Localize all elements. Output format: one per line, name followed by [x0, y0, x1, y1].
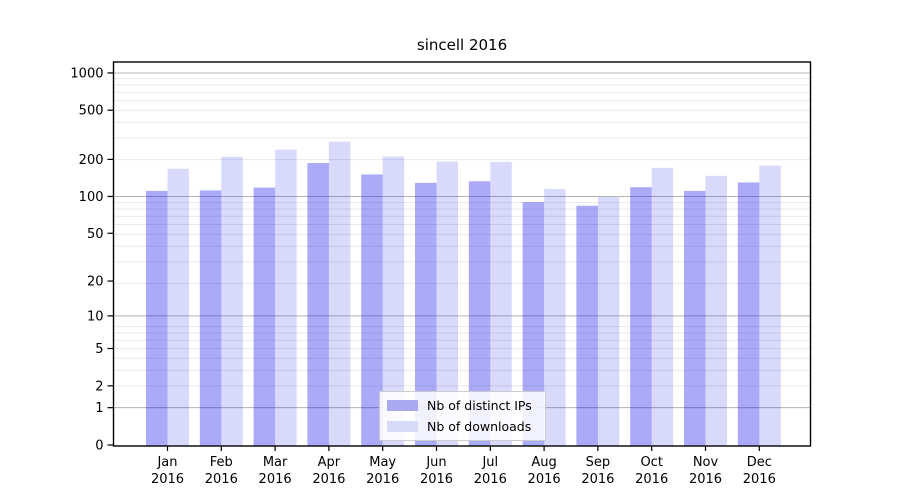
minor-gridlines [113, 78, 811, 409]
y-tick-label-1000: 1000 [70, 66, 103, 81]
bar-jun-downloads [436, 161, 458, 447]
bar-nov-distinct-ips [684, 190, 706, 446]
bar-apr-distinct-ips [307, 163, 329, 446]
bar-may-distinct-ips [361, 174, 383, 446]
bar-dec-distinct-ips [737, 182, 760, 446]
y-tick-label-20: 20 [87, 275, 104, 290]
bar-aug-distinct-ips [522, 202, 545, 446]
x-tick-label-mar: Mar 2016 [259, 455, 292, 487]
y-tick-label-0: 0 [95, 439, 103, 454]
bar-apr-downloads [328, 141, 351, 447]
x-tick-label-sep: Sep 2016 [581, 455, 614, 487]
bar-sep-distinct-ips [576, 205, 598, 446]
legend-swatch-downloads [387, 421, 418, 432]
y-tick-label-200: 200 [79, 153, 104, 168]
legend-label-distinct-ips: Nb of distinct IPs [427, 398, 532, 413]
y-tick-label-500: 500 [79, 104, 104, 119]
y-tick-label-1: 1 [95, 401, 103, 416]
plot-border [112, 61, 812, 447]
series-distinct-ips [146, 163, 760, 446]
x-tick-label-oct: Oct 2016 [635, 455, 668, 487]
bar-may-downloads [382, 156, 405, 446]
y-tick-label-5: 5 [95, 342, 103, 357]
bar-jan-distinct-ips [146, 190, 168, 446]
x-tick-label-nov: Nov 2016 [689, 455, 722, 487]
series-downloads [167, 141, 781, 447]
bar-jul-distinct-ips [468, 181, 491, 446]
bar-jun-distinct-ips [415, 182, 437, 446]
bar-sep-downloads [597, 197, 620, 446]
bar-jan-downloads [167, 168, 189, 446]
legend-label-downloads: Nb of downloads [427, 419, 532, 434]
bar-nov-downloads [705, 175, 727, 446]
bar-mar-distinct-ips [253, 187, 276, 446]
x-tick-label-jul: Jul 2016 [474, 455, 507, 487]
bar-aug-downloads [544, 189, 566, 446]
y-tick-label-100: 100 [79, 190, 104, 205]
bar-oct-distinct-ips [630, 187, 652, 446]
x-tick-label-apr: Apr 2016 [312, 455, 345, 487]
y-axis: 0 1 2 5 10 20 50 100 200 500 1000 [70, 66, 114, 454]
x-tick-label-jan: Jan 2016 [151, 455, 184, 487]
bar-dec-downloads [759, 165, 781, 446]
bar-feb-downloads [221, 156, 243, 446]
bar-feb-distinct-ips [199, 190, 222, 446]
y-tick-label-2: 2 [95, 379, 103, 394]
bar-oct-downloads [651, 167, 674, 446]
chart-title: sincell 2016 [416, 36, 508, 54]
x-tick-label-aug: Aug 2016 [528, 455, 561, 487]
legend-swatch-distinct-ips [387, 400, 418, 411]
y-tick-label-50: 50 [87, 227, 104, 242]
x-tick-label-feb: Feb 2016 [205, 455, 238, 487]
x-axis: Jan 2016 Feb 2016 Mar 2016 Apr 2016 May 2016 Jun 20… [151, 446, 776, 487]
x-tick-label-jun: Jun 2016 [420, 455, 453, 487]
bar-mar-downloads [275, 149, 297, 446]
legend-item-distinct-ips: Nb of distinct IPs [387, 397, 537, 414]
x-tick-label-may: May 2016 [366, 455, 399, 487]
y-tick-label-10: 10 [87, 309, 104, 324]
bar-jul-downloads [490, 161, 512, 446]
x-tick-label-dec: Dec 2016 [743, 455, 776, 487]
legend: Nb of distinct IPs Nb of downloads [379, 391, 546, 441]
legend-item-downloads: Nb of downloads [387, 418, 537, 435]
